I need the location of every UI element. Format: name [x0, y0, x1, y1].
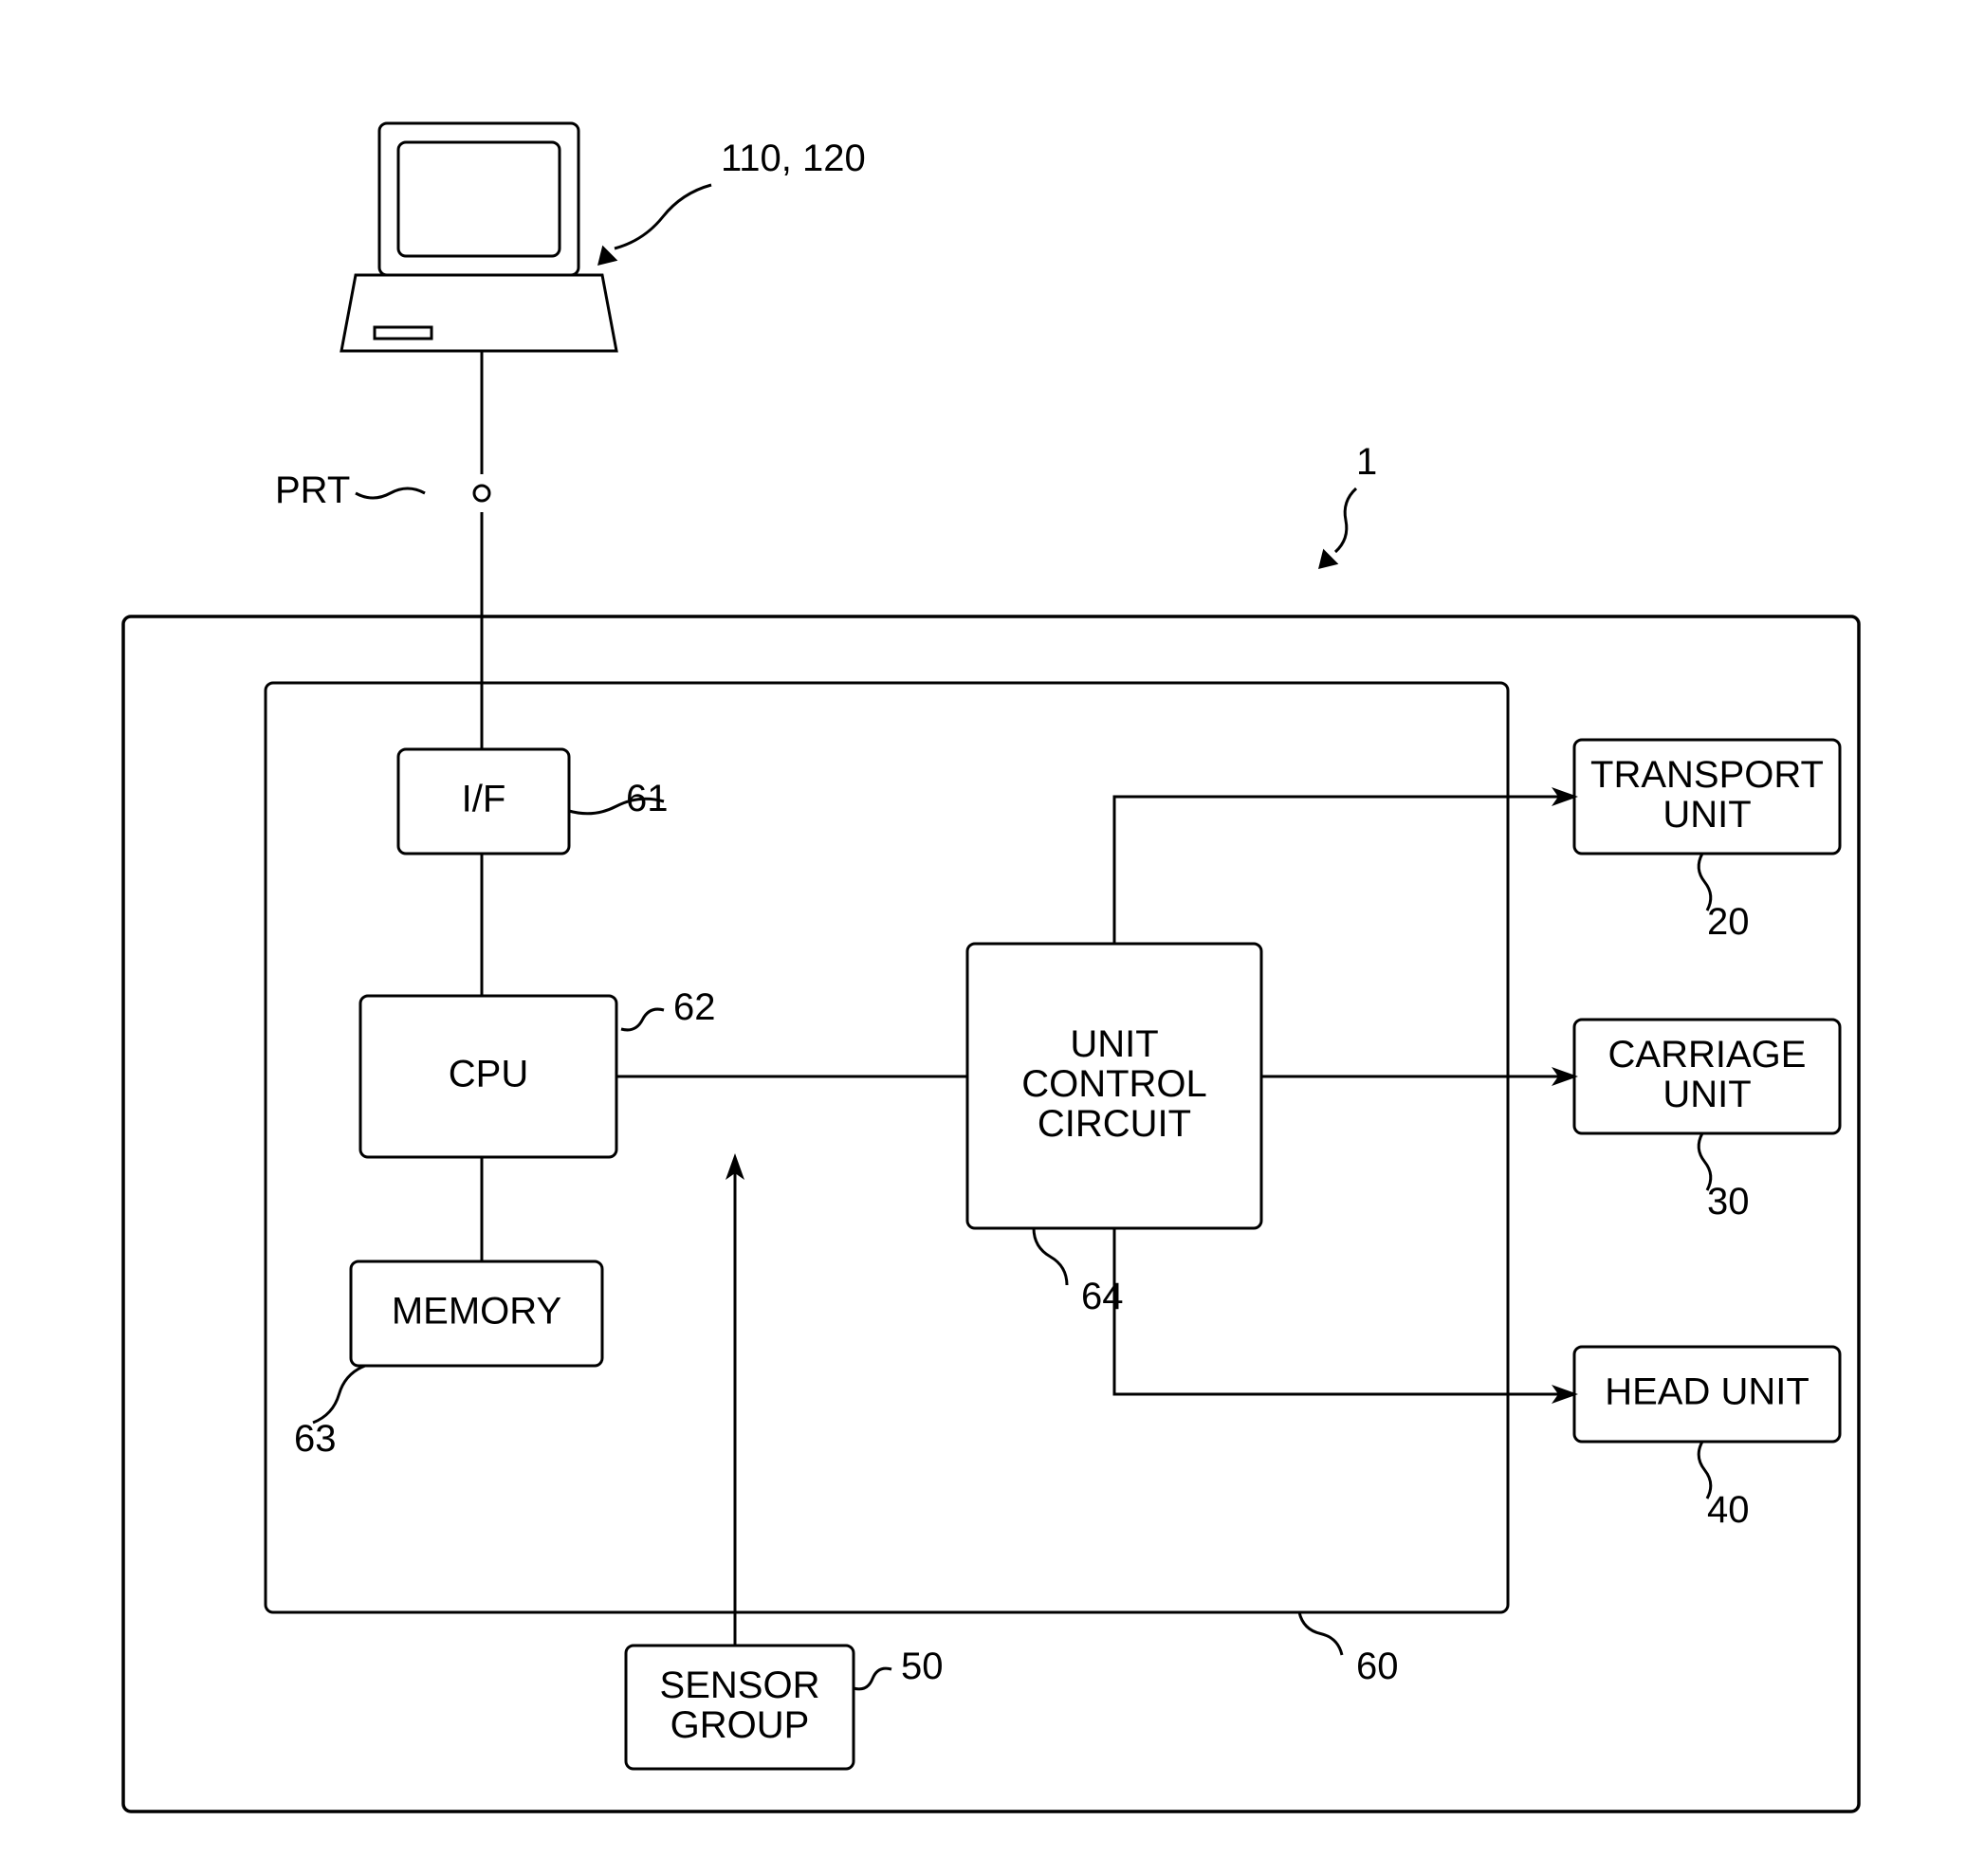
- cpu-ref: 62: [673, 986, 716, 1028]
- printer-outline: [123, 616, 1859, 1812]
- computer-monitor: [379, 123, 579, 275]
- carriage-label: CARRIAGEUNIT: [1608, 1034, 1807, 1115]
- ref-1-arrow: [1335, 488, 1356, 552]
- prt-ellipse: [474, 486, 489, 501]
- sensor-ref: 50: [901, 1646, 944, 1687]
- head-label: HEAD UNIT: [1605, 1371, 1809, 1413]
- memory-ref: 63: [294, 1418, 337, 1460]
- controller-outline: [266, 683, 1508, 1612]
- ucc-ref: 64: [1081, 1276, 1124, 1317]
- leader-30: [1699, 1133, 1711, 1190]
- head-ref: 40: [1707, 1489, 1750, 1531]
- leader-20: [1699, 854, 1711, 910]
- cpu-label: CPU: [449, 1054, 528, 1095]
- computer-ref-arrow: [615, 185, 711, 248]
- conn-ucc_to_transport: [1114, 797, 1574, 944]
- leader-60: [1299, 1612, 1342, 1655]
- prt-leader: [356, 488, 425, 498]
- leader-40: [1699, 1442, 1711, 1499]
- computer-slot: [375, 327, 432, 339]
- if-label: I/F: [462, 779, 506, 820]
- leader-63: [313, 1366, 365, 1423]
- carriage-ref: 30: [1707, 1181, 1750, 1223]
- ucc-label: UNITCONTROLCIRCUIT: [1021, 1023, 1207, 1145]
- transport-ref: 20: [1707, 901, 1750, 943]
- conn-ucc_to_head: [1114, 1228, 1574, 1394]
- computer-screen: [398, 142, 560, 256]
- prt-label: PRT: [275, 469, 350, 511]
- transport-label: TRANSPORTUNIT: [1590, 754, 1824, 836]
- memory-label: MEMORY: [392, 1291, 561, 1333]
- leader-62: [621, 1009, 664, 1030]
- sensor-label: SENSORGROUP: [660, 1664, 820, 1746]
- leader-50: [854, 1668, 891, 1689]
- block-diagram: 110, 120PRT1I/F61CPU62MEMORY63UNITCONTRO…: [0, 0, 1984, 1876]
- computer-ref-label: 110, 120: [721, 138, 866, 179]
- ref-60-label: 60: [1356, 1646, 1399, 1687]
- leader-64: [1034, 1228, 1067, 1285]
- ref-1-label: 1: [1356, 441, 1377, 483]
